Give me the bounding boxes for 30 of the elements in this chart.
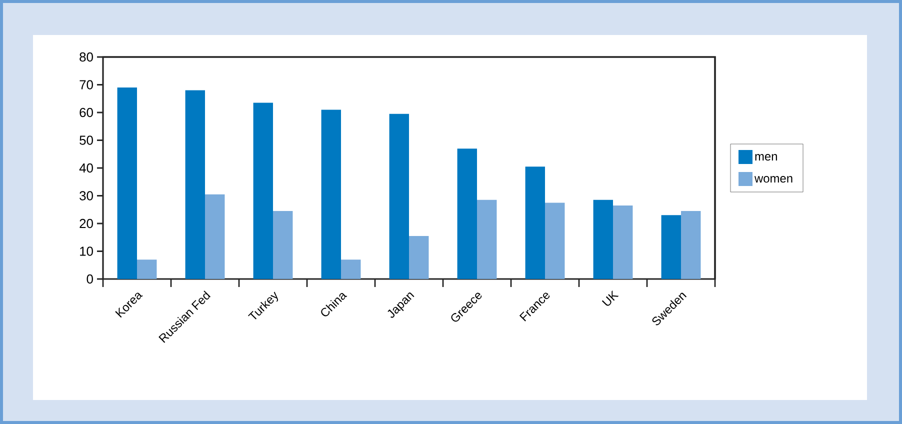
bar (545, 202, 565, 279)
bar (273, 211, 293, 279)
bar (409, 236, 429, 279)
bar (253, 102, 274, 279)
bar (593, 200, 614, 279)
bar (117, 88, 138, 279)
legend-label: men (755, 154, 777, 161)
bar (681, 211, 701, 279)
y-tick-label: 30 (80, 191, 93, 200)
y-tick-label: 70 (80, 80, 93, 90)
bar (321, 110, 342, 279)
y-tick-label: 60 (80, 108, 93, 118)
bar (661, 215, 682, 279)
bar (205, 194, 225, 279)
bar (137, 260, 157, 279)
legend-label: women (754, 176, 792, 183)
y-tick-label: 20 (80, 218, 93, 228)
bar (477, 200, 497, 279)
y-tick-label: 40 (79, 163, 93, 173)
bar (389, 114, 410, 279)
bar (341, 260, 361, 279)
bar (613, 205, 633, 279)
y-tick-label: 10 (80, 246, 93, 256)
y-tick-label: 0 (86, 274, 93, 284)
bar (185, 90, 206, 279)
x-tick-label: UK (602, 290, 619, 306)
bar (457, 148, 478, 279)
y-tick-label: 50 (80, 136, 93, 145)
y-tick-label: 80 (80, 52, 93, 62)
bar (525, 166, 546, 279)
